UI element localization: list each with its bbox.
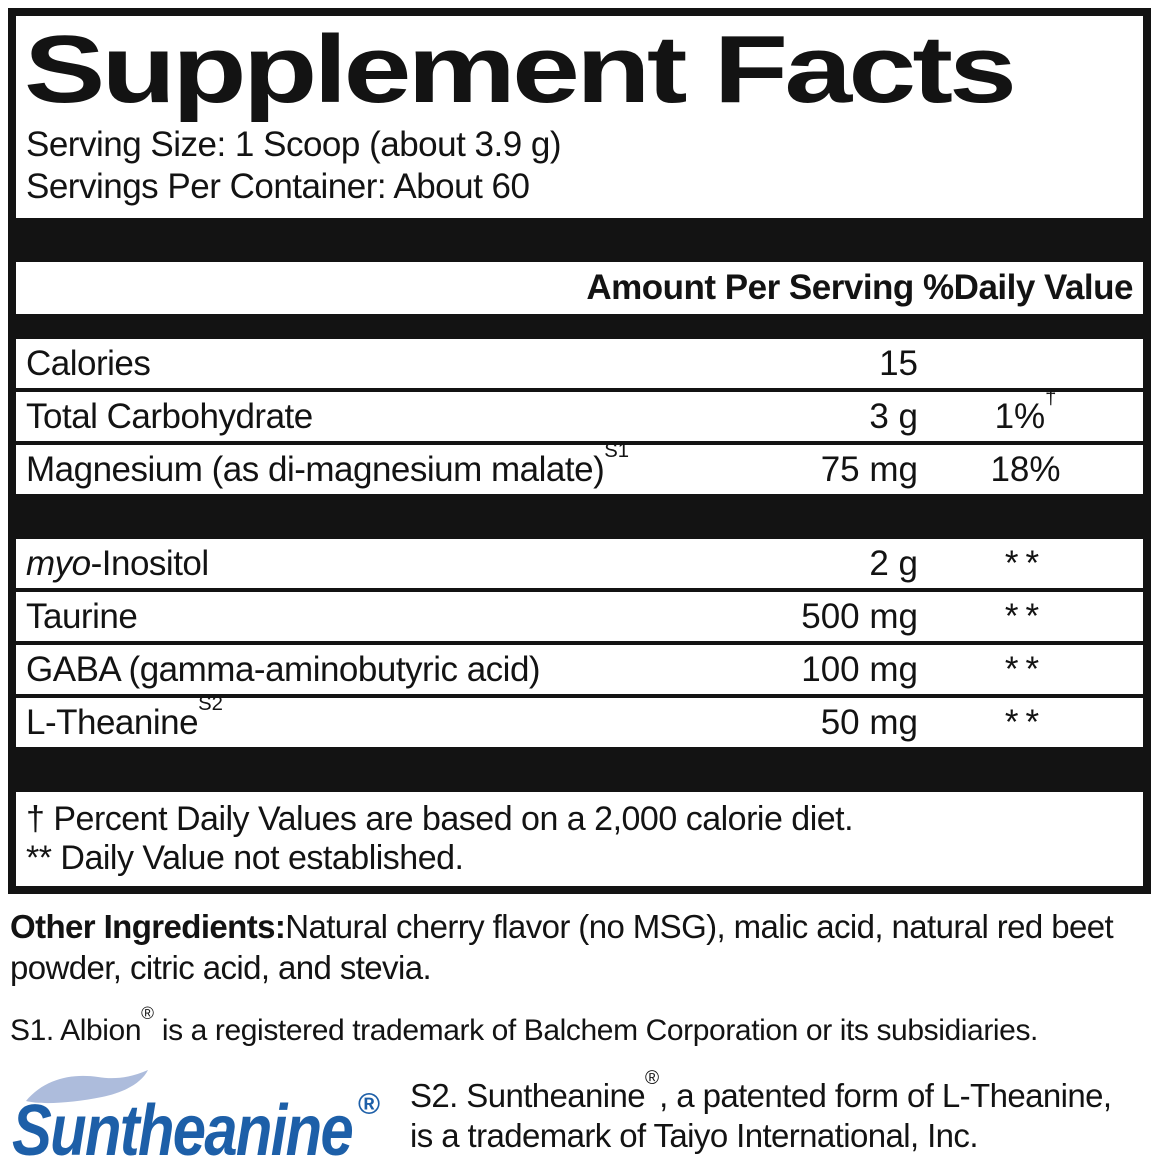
- nutrient-name: Magnesium (as di-magnesium malate)S1: [26, 440, 630, 489]
- section-bar-bottom: [16, 747, 1143, 792]
- nutrient-daily-value: **: [1004, 703, 1047, 742]
- serving-size-line: Serving Size: 1 Scoop (about 3.9 g): [26, 125, 562, 164]
- s1-trademark-line: S1. Albion® is a registered trademark of…: [10, 1003, 1038, 1047]
- s2-trademark-block: S2. Suntheanine®, a patented form of L-T…: [410, 1068, 1112, 1156]
- nutrient-amount: 2 g: [869, 544, 918, 583]
- section-bar-header: [16, 314, 1143, 339]
- nutrient-name: GABA (gamma-aminobutyric acid): [26, 650, 541, 689]
- footnote-not-established: ** Daily Value not established.: [26, 839, 464, 877]
- nutrient-daily-value: 18%: [990, 450, 1061, 489]
- nutrient-row-taurine: Taurine 500 mg **: [16, 588, 1143, 641]
- other-ingredients-text: Natural cherry flavor (no MSG), malic ac…: [10, 908, 1114, 986]
- swoosh-icon: [26, 1070, 148, 1104]
- section-bar-top: [16, 218, 1143, 262]
- servings-per-container-line: Servings Per Container: About 60: [26, 167, 530, 206]
- section-bar-middle: [16, 494, 1143, 539]
- nutrient-name: Total Carbohydrate: [26, 397, 313, 436]
- secondary-nutrient-section: myo-Inositol 2 g ** Taurine 500 mg ** GA…: [16, 539, 1143, 747]
- nutrient-name: Calories: [26, 344, 151, 383]
- amount-column-header: Amount Per Serving: [586, 268, 914, 307]
- nutrient-daily-value: **: [1004, 597, 1047, 636]
- registered-mark-icon: ®: [358, 1088, 380, 1121]
- nutrient-name: L-TheanineS2: [26, 693, 223, 742]
- nutrient-name: Taurine: [26, 597, 138, 636]
- suntheanine-logo-graphic: Suntheanine ®: [12, 1070, 380, 1169]
- nutrient-daily-value: **: [1004, 650, 1047, 689]
- nutrient-name-italic-prefix: myo: [26, 544, 91, 583]
- s2-footnote-marker: S2: [198, 693, 223, 716]
- nutrient-amount: 100 mg: [801, 650, 918, 689]
- s2-trademark-line2: is a trademark of Taiyo International, I…: [410, 1117, 979, 1154]
- daily-value-column-header: %Daily Value: [923, 268, 1133, 307]
- nutrient-row-magnesium: Magnesium (as di-magnesium malate)S1 75 …: [16, 441, 1143, 494]
- suntheanine-logo-text: Suntheanine: [12, 1091, 353, 1164]
- other-ingredients-paragraph: Other Ingredients:Natural cherry flavor …: [10, 906, 1149, 988]
- bottom-row: Suntheanine ® S2. Suntheanine®, a patent…: [10, 1068, 1149, 1169]
- main-nutrient-section: Calories 15 Total Carbohydrate 3 g 1%† M…: [16, 339, 1143, 494]
- nutrient-row-myo-inositol: myo-Inositol 2 g **: [16, 539, 1143, 588]
- footnotes: † Percent Daily Values are based on a 2,…: [16, 792, 1143, 886]
- column-headers: Amount Per Serving %Daily Value: [16, 262, 1143, 314]
- nutrient-row-calories: Calories 15: [16, 339, 1143, 388]
- label-footer: Other Ingredients:Natural cherry flavor …: [10, 906, 1149, 1169]
- nutrient-row-gaba: GABA (gamma-aminobutyric acid) 100 mg **: [16, 641, 1143, 694]
- nutrient-amount: 15: [879, 344, 918, 383]
- nutrient-row-l-theanine: L-TheanineS2 50 mg **: [16, 694, 1143, 747]
- nutrient-amount: 50 mg: [820, 703, 918, 742]
- other-ingredients-label: Other Ingredients:: [10, 908, 286, 945]
- registered-mark-icon: ®: [141, 1003, 154, 1024]
- footnote-daily-values: † Percent Daily Values are based on a 2,…: [26, 800, 854, 838]
- dagger-footnote-marker: †: [1045, 387, 1057, 410]
- nutrient-name: myo-Inositol: [26, 544, 209, 583]
- s1-footnote-marker: S1: [604, 440, 630, 463]
- nutrient-row-total-carbohydrate: Total Carbohydrate 3 g 1%†: [16, 388, 1143, 441]
- nutrient-amount: 3 g: [869, 397, 918, 436]
- nutrient-amount: 75 mg: [820, 450, 918, 489]
- suntheanine-logo: Suntheanine ®: [10, 1069, 410, 1169]
- nutrient-amount: 500 mg: [801, 597, 918, 636]
- nutrient-daily-value: **: [1004, 544, 1047, 583]
- supplement-facts-panel: Supplement Facts Serving Size: 1 Scoop (…: [8, 8, 1151, 894]
- registered-mark-icon: ®: [645, 1068, 660, 1090]
- s2-trademark-line1: S2. Suntheanine®, a patented form of L-T…: [410, 1068, 1112, 1114]
- panel-title: Supplement Facts: [24, 16, 1017, 123]
- nutrient-daily-value: 1%†: [994, 387, 1057, 436]
